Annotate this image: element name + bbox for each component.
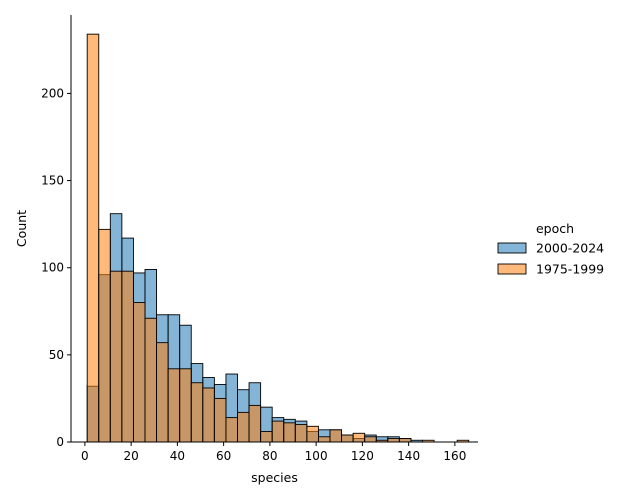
x-tick-label: 80 bbox=[262, 449, 277, 463]
y-tick-label: 0 bbox=[56, 435, 64, 449]
histogram-bar bbox=[179, 368, 192, 443]
x-tick-label: 20 bbox=[123, 449, 138, 463]
x-tick-label: 160 bbox=[443, 449, 466, 463]
x-tick-label: 0 bbox=[81, 449, 89, 463]
histogram-bar bbox=[271, 420, 285, 443]
histogram-bar bbox=[306, 425, 319, 443]
x-axis-label: species bbox=[251, 470, 298, 485]
histogram-bar bbox=[86, 33, 100, 443]
series-2-bars bbox=[86, 33, 470, 443]
histogram-bar bbox=[98, 228, 111, 443]
histogram-bar bbox=[213, 397, 227, 443]
x-tick-label: 40 bbox=[170, 449, 185, 463]
histogram-bar bbox=[387, 438, 400, 443]
axes-layer bbox=[70, 15, 478, 443]
x-tick-label: 140 bbox=[397, 449, 420, 463]
histogram-bar bbox=[109, 270, 123, 443]
histogram-bar bbox=[364, 436, 377, 443]
histogram-bar bbox=[144, 317, 158, 443]
histogram-bar bbox=[317, 436, 331, 443]
histogram-bar bbox=[329, 429, 343, 443]
histogram-bar bbox=[237, 411, 250, 443]
legend: epoch 2000-2024 1975-1999 bbox=[497, 221, 604, 277]
x-tick-label: 120 bbox=[351, 449, 374, 463]
histogram-bar bbox=[294, 424, 308, 443]
histogram-bar bbox=[260, 431, 273, 443]
legend-items: 2000-2024 1975-1999 bbox=[497, 241, 604, 277]
legend-label: 2000-2024 bbox=[536, 241, 604, 256]
histogram-bar bbox=[225, 417, 238, 443]
histogram-bar bbox=[190, 382, 204, 443]
y-axis-label: Count bbox=[14, 210, 29, 247]
histogram-bar bbox=[341, 434, 354, 443]
histogram-bar bbox=[167, 368, 181, 443]
y-tick-label: 50 bbox=[49, 348, 64, 362]
histogram-bar bbox=[156, 342, 169, 443]
histogram-bar bbox=[132, 302, 146, 443]
histogram-bar bbox=[283, 422, 296, 443]
ticks-layer: 0 20 40 60 80 100 120 140 160 0 50 100 150 200 bbox=[41, 86, 466, 463]
y-tick-label: 200 bbox=[41, 86, 64, 100]
legend-label: 1975-1999 bbox=[536, 262, 604, 277]
y-tick-label: 100 bbox=[41, 261, 64, 275]
legend-title: epoch bbox=[536, 221, 574, 236]
histogram-bar bbox=[398, 438, 412, 443]
histogram-bar bbox=[121, 270, 134, 443]
histogram-bar bbox=[248, 404, 262, 443]
bars-layer bbox=[86, 33, 470, 443]
legend-swatch bbox=[497, 263, 527, 275]
y-tick-label: 150 bbox=[41, 174, 64, 188]
legend-swatch bbox=[497, 242, 527, 254]
histogram-bar bbox=[202, 387, 215, 443]
x-tick-label: 60 bbox=[216, 449, 231, 463]
x-tick-label: 100 bbox=[305, 449, 328, 463]
histogram-bar bbox=[352, 432, 366, 443]
